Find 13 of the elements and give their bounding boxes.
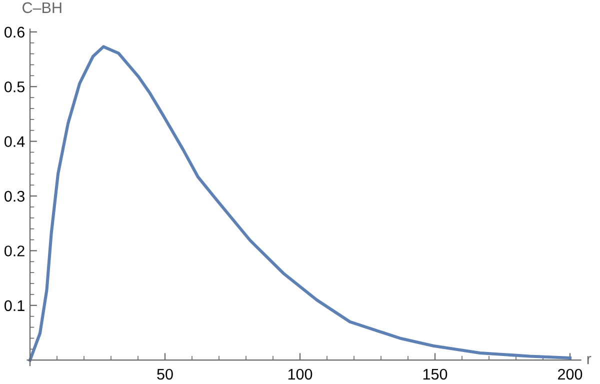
y-tick-label: 0.5 — [4, 81, 24, 92]
y-tick-label: 0.1 — [4, 300, 24, 312]
x-tick-label: 50 — [157, 368, 173, 380]
x-tick-label: 200 — [558, 368, 582, 380]
y-axis-title: C–BH — [22, 2, 62, 14]
x-tick-label: 150 — [423, 368, 448, 380]
y-tick-label: 0.4 — [4, 136, 25, 147]
y-tick-label: 0.6 — [4, 26, 24, 38]
y-tick-label: 0.2 — [4, 246, 24, 256]
line-series — [28, 45, 572, 362]
y-tick-label: 0.3 — [4, 190, 24, 202]
x-tick-label: 100 — [288, 368, 312, 380]
x-axis-title: r — [587, 356, 592, 364]
